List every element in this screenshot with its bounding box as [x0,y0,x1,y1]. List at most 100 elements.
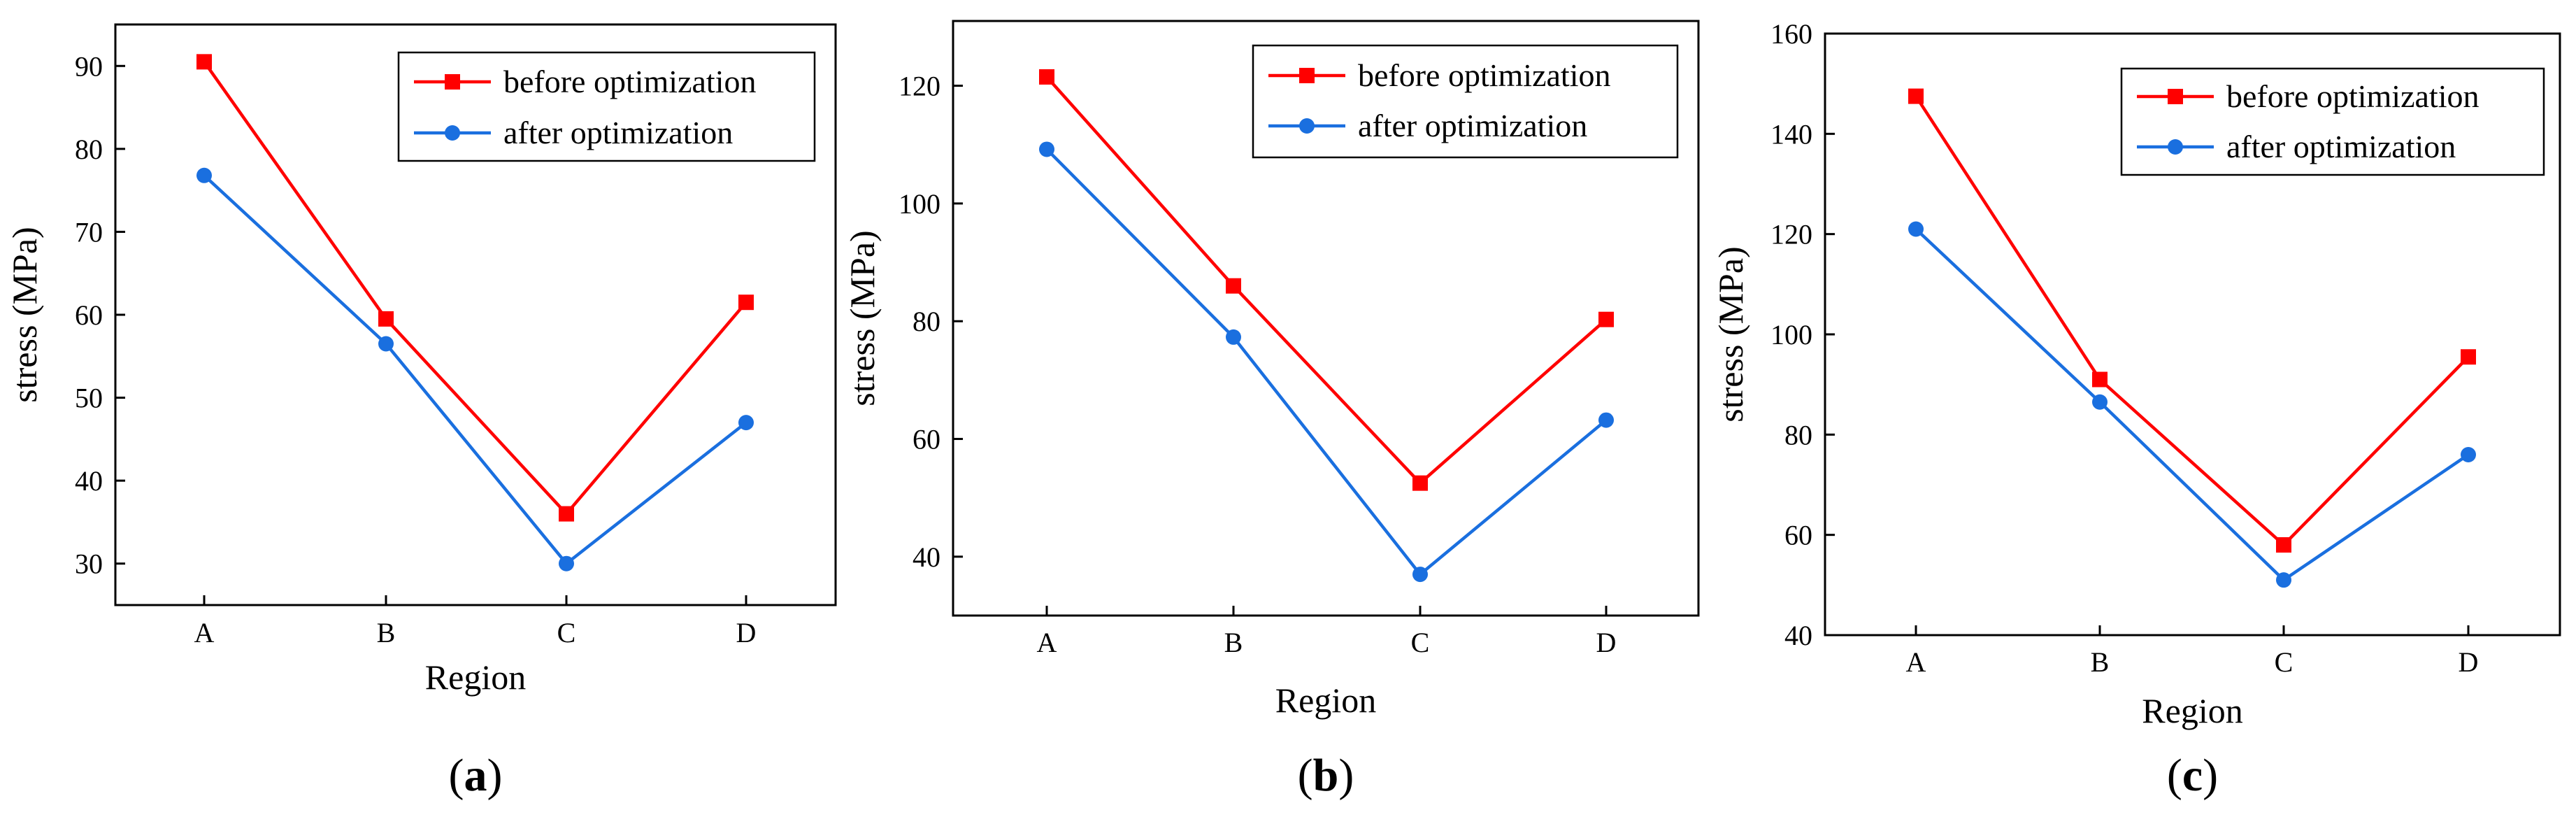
y-tick-label: 160 [1770,18,1812,50]
plot-frame [952,20,1700,617]
y-tick-label: 40 [913,541,940,573]
series-line [1045,148,1608,576]
x-tick-label: C [2275,646,2294,678]
data-point-circle [1412,567,1428,583]
y-tick-label: 80 [1784,419,1812,450]
legend-box [397,51,816,162]
series-line [203,174,747,565]
series-before [1908,88,2476,553]
x-tick-label: C [1411,627,1430,658]
x-tick-label: B [2091,646,2110,678]
y-tick-label: 100 [1770,319,1812,350]
panel-label-letter: a [464,750,487,801]
legend-label: after optimization [2226,129,2456,164]
legend-box [2120,67,2545,176]
x-axis-label: Region [425,658,526,697]
panel-label-letter: c [2182,750,2203,801]
legend-marker-square [1299,68,1315,83]
data-point-circle [738,415,754,431]
y-tick-label: 40 [75,465,103,497]
series-line [1915,227,2470,582]
chart-panel-b: 40 60 80 100 120 A B C D Region stress (MPa) before… [843,20,1700,801]
x-tick-label: B [377,617,396,648]
y-tick-label: 80 [75,134,103,165]
y-tick-label: 90 [75,50,103,82]
y-tick-label: 80 [913,306,940,337]
data-point-circle [2276,572,2291,588]
data-point-square [2461,349,2476,365]
data-point-square [1598,311,1614,327]
series-before [196,54,754,522]
panel-label-open-paren: ( [2167,750,2182,801]
data-point-circle [559,555,574,571]
x-axis-label: Region [1275,681,1376,720]
series-after [1908,221,2476,588]
series-before [1039,69,1614,491]
y-tick-label: 140 [1770,118,1812,150]
legend-marker-circle [1299,118,1315,134]
legend-box [1252,44,1679,159]
x-tick-label: D [1596,627,1617,658]
y-tick-label: 40 [1784,620,1812,651]
legend: before optimization after optimization [397,51,816,162]
data-point-circle [2092,394,2108,410]
x-tick-label: A [1906,646,1926,678]
y-tick-label: 120 [899,71,940,102]
data-point-circle [1908,221,1924,237]
data-point-square [738,294,754,311]
y-tick-label: 60 [913,424,940,455]
legend-label: before optimization [1358,57,1611,93]
panel-label: (b) [1298,750,1354,801]
panel-label-close-paren: ) [2203,750,2218,801]
y-tick-label: 30 [75,548,103,580]
legend-label: before optimization [503,64,757,99]
data-point-square [559,506,574,522]
x-tick-label: B [1224,627,1243,658]
y-tick-label: 50 [75,383,103,414]
data-point-square [1039,69,1054,85]
x-tick-label: C [557,617,576,648]
legend-marker-square [445,74,460,90]
data-point-circle [1226,329,1241,345]
y-axis-label: stress (MPa) [843,230,882,406]
x-tick-label: D [736,617,757,648]
y-tick-label: 70 [75,216,103,248]
x-axis-label: Region [2142,691,2242,730]
y-tick-label: 100 [899,188,940,220]
data-point-square [2092,371,2108,388]
series-after [1039,141,1614,583]
y-tick-label: 60 [75,299,103,331]
legend-marker-circle [445,125,460,141]
panel-label: (c) [2167,750,2218,801]
data-point-square [1908,88,1924,104]
x-tick-label: A [1037,627,1057,658]
data-point-circle [2461,447,2476,462]
data-point-square [1412,475,1428,491]
panel-label-close-paren: ) [1338,750,1354,801]
panel-label-letter: b [1313,750,1339,801]
legend: before optimization after optimization [1252,44,1679,159]
legend-label: after optimization [503,115,733,150]
legend-marker-square [2168,89,2183,104]
data-point-circle [378,336,394,352]
legend-marker-circle [2168,139,2183,155]
y-tick-label: 120 [1770,219,1812,250]
series-line [1045,76,1608,485]
series-after [196,167,754,571]
data-point-circle [1598,412,1614,428]
data-point-square [196,54,212,70]
series-line [1915,95,2470,547]
x-tick-label: A [194,617,215,648]
legend-label: before optimization [2226,78,2480,114]
series-line [203,61,747,516]
legend: before optimization after optimization [2120,67,2545,176]
panel-label-open-paren: ( [1298,750,1313,801]
y-axis-label: stress (MPa) [1711,246,1750,422]
chart-panel-c: 40 60 80 100 120 140 160 A B C D Region stress (MPa)… [1711,18,2561,801]
data-point-square [1226,278,1241,294]
data-point-square [378,311,394,327]
chart-panel-a: 30 40 50 60 70 80 90 A B C D Region stress (MPa) befo… [5,23,837,801]
x-tick-label: D [2459,646,2479,678]
panel-label: (a) [449,750,503,801]
